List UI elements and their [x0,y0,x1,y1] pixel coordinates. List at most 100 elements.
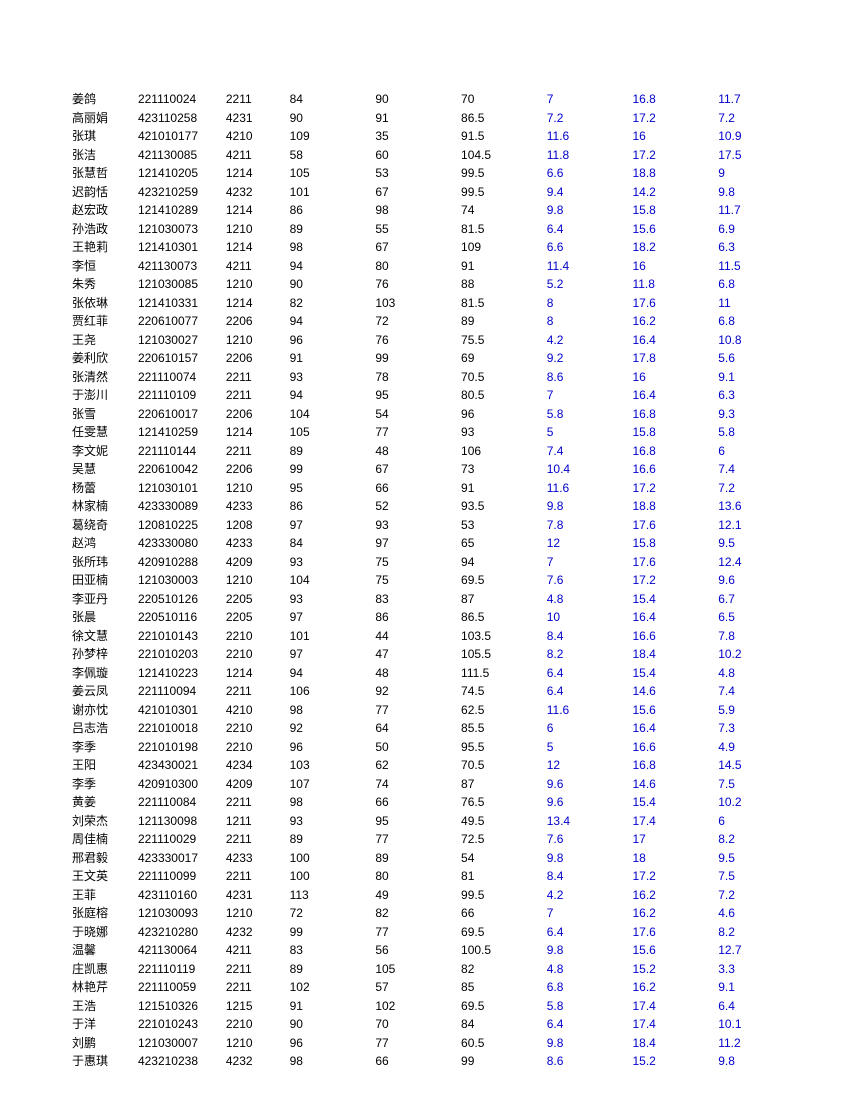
cell-v4: 7 [545,904,631,923]
cell-code: 4232 [224,923,288,942]
cell-v1: 99 [288,923,374,942]
cell-id: 121030027 [136,331,224,350]
cell-v6: 3.3 [716,960,780,979]
cell-v2: 75 [373,571,459,590]
cell-v1: 98 [288,238,374,257]
cell-v3: 85 [459,978,545,997]
cell-v6: 11.2 [716,1034,780,1053]
cell-id: 220610042 [136,460,224,479]
cell-id: 423110160 [136,886,224,905]
cell-v3: 99.5 [459,183,545,202]
cell-v2: 54 [373,405,459,424]
cell-id: 121510326 [136,997,224,1016]
cell-v6: 5.6 [716,349,780,368]
cell-id: 220510116 [136,608,224,627]
cell-v4: 6.4 [545,1015,631,1034]
cell-v4: 5 [545,423,631,442]
cell-v5: 16.8 [630,90,716,109]
cell-v1: 86 [288,497,374,516]
cell-name: 林艳芹 [70,978,136,997]
cell-id: 421010301 [136,701,224,720]
cell-v6: 10.2 [716,645,780,664]
cell-v1: 89 [288,960,374,979]
table-row: 杨蕾121030101121095669111.617.27.2 [70,479,780,498]
cell-v1: 93 [288,368,374,387]
table-row: 张晨2205101162205978686.51016.46.5 [70,608,780,627]
cell-v2: 50 [373,738,459,757]
cell-id: 220610077 [136,312,224,331]
cell-v5: 17.2 [630,867,716,886]
cell-name: 田亚楠 [70,571,136,590]
table-row: 姜利欣22061015722069199699.217.85.6 [70,349,780,368]
cell-v1: 101 [288,627,374,646]
table-row: 于晓娜4232102804232997769.56.417.68.2 [70,923,780,942]
cell-v2: 67 [373,183,459,202]
cell-v5: 17 [630,830,716,849]
table-row: 李佩璇12141022312149448111.56.415.44.8 [70,664,780,683]
cell-name: 朱秀 [70,275,136,294]
cell-v4: 4.8 [545,960,631,979]
cell-id: 121030093 [136,904,224,923]
cell-v2: 72 [373,312,459,331]
cell-v1: 89 [288,830,374,849]
table-row: 于惠琪42321023842329866998.615.29.8 [70,1052,780,1071]
cell-v5: 15.8 [630,534,716,553]
cell-v5: 16.2 [630,904,716,923]
cell-id: 221010018 [136,719,224,738]
cell-v1: 84 [288,534,374,553]
cell-v3: 87 [459,590,545,609]
cell-v1: 102 [288,978,374,997]
cell-v3: 99.5 [459,886,545,905]
cell-code: 4209 [224,553,288,572]
cell-v6: 6.3 [716,238,780,257]
cell-code: 1214 [224,164,288,183]
cell-v5: 15.6 [630,220,716,239]
cell-code: 4232 [224,183,288,202]
cell-code: 2206 [224,349,288,368]
table-row: 周佳楠2211100292211897772.57.6178.2 [70,830,780,849]
cell-v2: 75 [373,553,459,572]
cell-v4: 8.4 [545,627,631,646]
cell-v6: 8.2 [716,923,780,942]
cell-name: 庄凯惠 [70,960,136,979]
cell-v3: 80.5 [459,386,545,405]
cell-v4: 6 [545,719,631,738]
cell-v2: 77 [373,1034,459,1053]
cell-v6: 10.2 [716,793,780,812]
cell-v6: 5.9 [716,701,780,720]
cell-v5: 18.4 [630,1034,716,1053]
table-row: 王文英221110099221110080818.417.27.5 [70,867,780,886]
cell-v2: 67 [373,460,459,479]
cell-v4: 7.8 [545,516,631,535]
cell-v5: 17.2 [630,109,716,128]
cell-v4: 6.4 [545,682,631,701]
cell-v2: 95 [373,812,459,831]
cell-v6: 6.5 [716,608,780,627]
table-row: 于澎川2211101092211949580.5716.46.3 [70,386,780,405]
table-row: 王浩12151032612159110269.55.817.46.4 [70,997,780,1016]
cell-id: 221110084 [136,793,224,812]
cell-v2: 76 [373,331,459,350]
cell-v5: 18.2 [630,238,716,257]
table-row: 张雪220610017220610454965.816.89.3 [70,405,780,424]
cell-name: 高丽娟 [70,109,136,128]
cell-v3: 60.5 [459,1034,545,1053]
cell-name: 贾红菲 [70,312,136,331]
cell-v5: 15.2 [630,1052,716,1071]
cell-v4: 11.6 [545,701,631,720]
cell-v3: 85.5 [459,719,545,738]
cell-v2: 95 [373,386,459,405]
cell-v5: 18.8 [630,164,716,183]
cell-v2: 86 [373,608,459,627]
cell-v4: 4.8 [545,590,631,609]
cell-id: 221110099 [136,867,224,886]
cell-id: 423210280 [136,923,224,942]
cell-v1: 97 [288,516,374,535]
cell-v6: 9.5 [716,534,780,553]
cell-id: 121410205 [136,164,224,183]
cell-code: 4233 [224,534,288,553]
cell-v4: 9.8 [545,201,631,220]
cell-v6: 6.7 [716,590,780,609]
cell-id: 221010143 [136,627,224,646]
cell-v6: 10.9 [716,127,780,146]
